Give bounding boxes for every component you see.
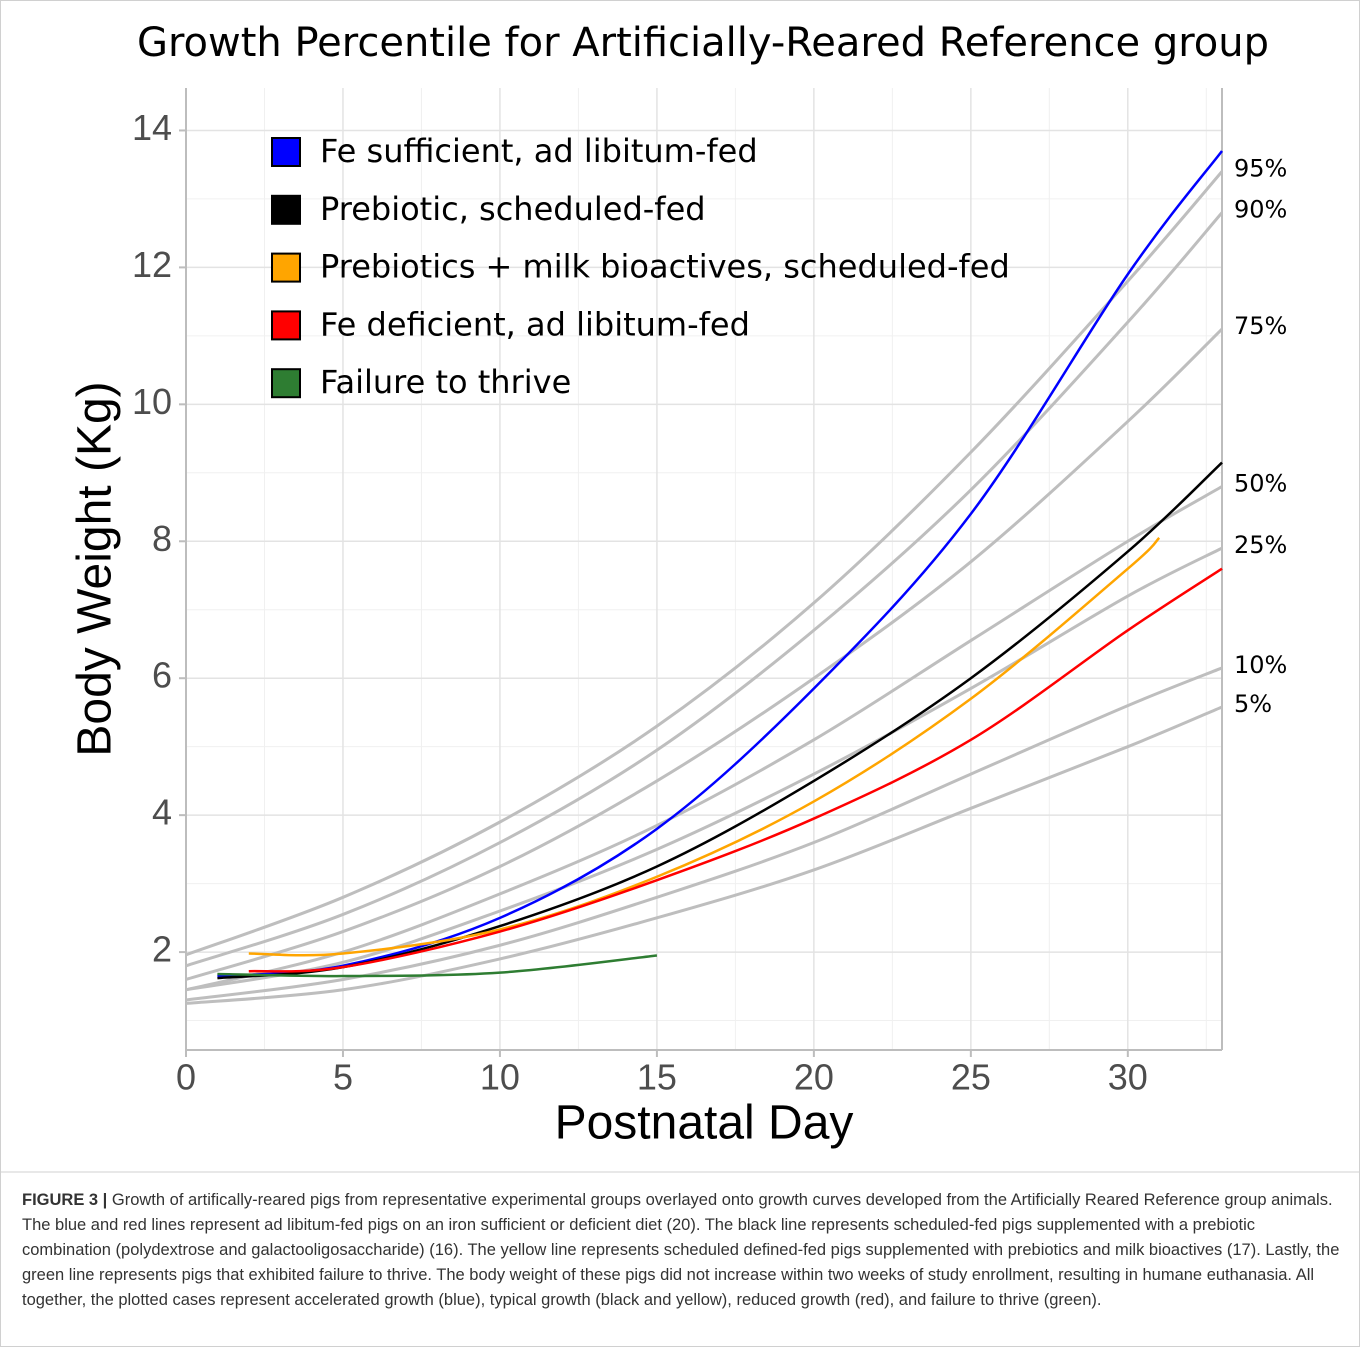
x-tick-label: 30	[1108, 1057, 1148, 1098]
y-tick-label: 6	[152, 655, 172, 696]
x-axis-title: Postnatal Day	[555, 1097, 854, 1150]
y-tick-label: 4	[152, 792, 172, 833]
legend-label: Failure to thrive	[320, 363, 571, 401]
legend-label: Fe deficient, ad libitum-fed	[320, 305, 750, 343]
percentile-label: 75%	[1234, 312, 1287, 340]
series-line	[248, 567, 1223, 973]
curves: 95% 90% 75% 50% 25% 10% 5%	[185, 150, 1287, 1005]
legend-swatch	[271, 310, 301, 341]
percentile-curve	[185, 705, 1223, 1005]
percentile-curve	[185, 170, 1224, 957]
caption-text: Growth of artifically-reared pigs from r…	[22, 1191, 1340, 1309]
legend-swatch	[271, 252, 301, 283]
x-tick-label: 5	[333, 1057, 353, 1098]
y-tick-label: 10	[132, 381, 172, 422]
caption-label: FIGURE 3 |	[22, 1191, 108, 1209]
percentile-label: 10%	[1234, 651, 1287, 679]
legend-label: Prebiotic, scheduled-fed	[320, 190, 706, 228]
legend-label: Prebiotics + milk bioactives, scheduled-…	[320, 248, 1010, 286]
x-tick-label: 20	[794, 1057, 834, 1098]
legend-swatch	[271, 137, 301, 167]
legend-swatch	[271, 194, 301, 225]
x-tick-label: 25	[951, 1057, 991, 1098]
x-tick-label: 10	[480, 1057, 520, 1098]
legend: Fe sufficient, ad libitum-fed Prebiotic, …	[271, 132, 1010, 401]
series-line	[248, 536, 1161, 957]
y-axis-title: Body Weight (Kg)	[69, 381, 122, 756]
legend-swatch	[271, 368, 301, 399]
percentile-label: 90%	[1234, 196, 1287, 224]
percentile-curve	[185, 485, 1223, 992]
y-tick-label: 14	[132, 107, 172, 148]
chart-title: Growth Percentile for Artificially-Reare…	[137, 20, 1269, 66]
y-tick-label: 12	[132, 244, 172, 285]
percentile-label: 5%	[1234, 690, 1272, 718]
y-tick-label: 2	[152, 929, 172, 970]
x-tick-label: 0	[176, 1057, 196, 1098]
percentile-curve	[185, 211, 1224, 968]
percentile-curve	[185, 327, 1224, 981]
percentile-label: 25%	[1234, 531, 1287, 559]
x-tick-label: 15	[637, 1057, 677, 1098]
series-line	[217, 954, 658, 978]
series-line	[217, 150, 1223, 978]
percentile-label: 95%	[1234, 155, 1287, 183]
percentile-label: 50%	[1234, 469, 1287, 497]
legend-label: Fe sufficient, ad libitum-fed	[320, 132, 758, 170]
percentile-curve	[185, 546, 1223, 992]
caption: FIGURE 3 | Growth of artifically-reared …	[22, 1188, 1340, 1313]
y-tick-label: 8	[152, 518, 172, 559]
